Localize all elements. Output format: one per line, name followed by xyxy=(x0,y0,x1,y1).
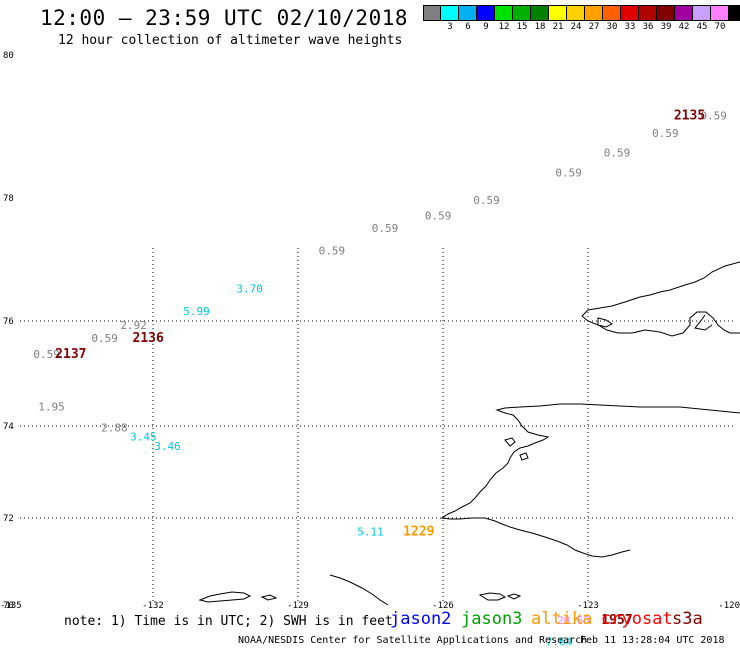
colorbar-label: 15 xyxy=(516,22,528,32)
colorbar-swatch xyxy=(549,5,567,21)
wave-height-value: 5.11 xyxy=(357,525,384,538)
colorbar-label: 42 xyxy=(678,22,690,32)
wave-height-value: 0.59 xyxy=(372,222,399,235)
colorbar-swatch xyxy=(621,5,639,21)
colorbar-swatch xyxy=(603,5,621,21)
colorbar-swatch xyxy=(513,5,531,21)
colorbar-swatch xyxy=(567,5,585,21)
coastline-mainland-northeast xyxy=(440,403,740,558)
coastline-island-southwest xyxy=(198,591,252,603)
time-label: 2136 xyxy=(133,331,164,346)
wave-height-value: 2.88 xyxy=(101,422,128,435)
colorbar-label: 39 xyxy=(660,22,672,32)
colorbar-swatch xyxy=(693,5,711,21)
legend-item-s3a: s3a xyxy=(672,609,703,629)
latitude-label: 76 xyxy=(3,317,14,327)
coastline-islet-1 xyxy=(478,592,507,601)
colorbar-label: 6 xyxy=(465,22,471,32)
coastline-islet-4 xyxy=(519,452,529,461)
wave-height-observations: 0.59 0.59 0.59 0.59 0.59 0.59 0.59 0.59 3.70 5.99… xyxy=(33,108,727,648)
wave-height-value: 0.59 xyxy=(91,332,118,345)
colorbar-swatch xyxy=(585,5,603,21)
colorbar-label: 3 xyxy=(447,22,453,32)
coastline-islet-3 xyxy=(504,437,516,447)
page-subtitle: 12 hour collection of altimeter wave hei… xyxy=(58,33,403,48)
longitude-label: -126 xyxy=(432,601,454,611)
colorbar-swatch xyxy=(531,5,549,21)
wave-height-value: 0.59 xyxy=(555,167,582,180)
colorbar-label: 70 xyxy=(714,22,726,32)
legend-item-altika: altika xyxy=(531,609,593,629)
latitude-label: 70 xyxy=(3,601,14,611)
time-label: 2135 xyxy=(674,108,705,123)
colorbar-label: 24 xyxy=(570,22,582,32)
longitude-label: -129 xyxy=(287,601,309,611)
time-label: 1957 xyxy=(601,613,632,628)
graticule xyxy=(20,248,734,604)
latitude-label: 78 xyxy=(3,194,14,204)
colorbar-swatch xyxy=(639,5,657,21)
longitude-label: -120 xyxy=(718,601,740,611)
wave-height-value: 7.64 xyxy=(546,635,573,648)
wave-height-value: 0.59 xyxy=(319,245,346,258)
legend-item-jason2: jason2 xyxy=(390,609,452,629)
colorbar-label: 12 xyxy=(498,22,510,32)
colorbar-swatch xyxy=(711,5,729,21)
colorbar-swatch xyxy=(441,5,459,21)
colorbar-swatch xyxy=(477,5,495,21)
colorbar-label: 45 xyxy=(696,22,708,32)
latitude-label: 74 xyxy=(3,422,14,432)
colorbar-label: 36 xyxy=(642,22,654,32)
wave-height-value: 3.45 xyxy=(130,431,157,444)
time-label: 1229 xyxy=(403,524,434,539)
page-title: 12:00 – 23:59 UTC 02/10/2018 xyxy=(40,6,409,30)
timestamp-text: Feb 11 13:28:04 UTC 2018 xyxy=(580,635,725,646)
wave-height-value: 3.46 xyxy=(154,440,181,453)
coastline-northeast-island xyxy=(581,261,740,337)
coastline-bay xyxy=(597,317,613,328)
colorbar-label: 33 xyxy=(624,22,636,32)
wave-height-value: 3.70 xyxy=(236,283,263,296)
wave-height-value: 5.99 xyxy=(183,305,210,318)
wave-height-value: 0.59 xyxy=(652,127,679,140)
latitude-label: 80 xyxy=(3,51,14,61)
wave-height-value: 2.92 xyxy=(120,319,147,332)
colorbar-swatch xyxy=(675,5,693,21)
colorbar-label: 30 xyxy=(606,22,618,32)
colorbar-swatch xyxy=(459,5,477,21)
colorbar-swatch xyxy=(657,5,675,21)
wave-height-value: 0.59 xyxy=(604,147,631,160)
wave-height-value: 0.59 xyxy=(33,348,60,361)
colorbar-label: 21 xyxy=(552,22,564,32)
coastline-inner xyxy=(694,314,713,331)
coastline-islet-2 xyxy=(506,593,522,600)
colorbar-swatch xyxy=(423,5,441,21)
credit-text: NOAA/NESDIS Center for Satellite Applica… xyxy=(238,635,588,646)
longitude-label: -135 xyxy=(0,601,22,611)
legend-item-jason3: jason3 xyxy=(461,609,523,629)
longitude-label: -123 xyxy=(577,601,599,611)
axis-labels: 80 78 76 74 72 70-135 -132 -129 -126 -123 -120 xyxy=(0,51,740,611)
colorbar-swatch xyxy=(495,5,513,21)
colorbar-label: 9 xyxy=(483,22,489,32)
wave-height-value: 0.59 xyxy=(425,210,452,223)
wave-height-value: 0.59 xyxy=(473,194,500,207)
coastline xyxy=(198,261,740,606)
latitude-label: 72 xyxy=(3,514,14,524)
time-label: 2137 xyxy=(55,347,86,362)
wave-height-value: 1.95 xyxy=(38,400,65,413)
legend-item-cryosat: cryosat xyxy=(601,609,673,629)
colorbar-label: 27 xyxy=(588,22,600,32)
longitude-label: -132 xyxy=(142,601,164,611)
colorbar-label: 18 xyxy=(534,22,546,32)
colorbar xyxy=(423,5,740,21)
coastline-islet-5 xyxy=(260,594,278,601)
footer-note: note: 1) Time is in UTC; 2) SWH is in fe… xyxy=(64,614,393,629)
wave-height-value: 0.59 xyxy=(700,109,727,122)
colorbar-swatch xyxy=(729,5,740,21)
wave-height-value: 20.65 xyxy=(557,614,590,627)
coastline-mainland-south xyxy=(329,574,389,606)
